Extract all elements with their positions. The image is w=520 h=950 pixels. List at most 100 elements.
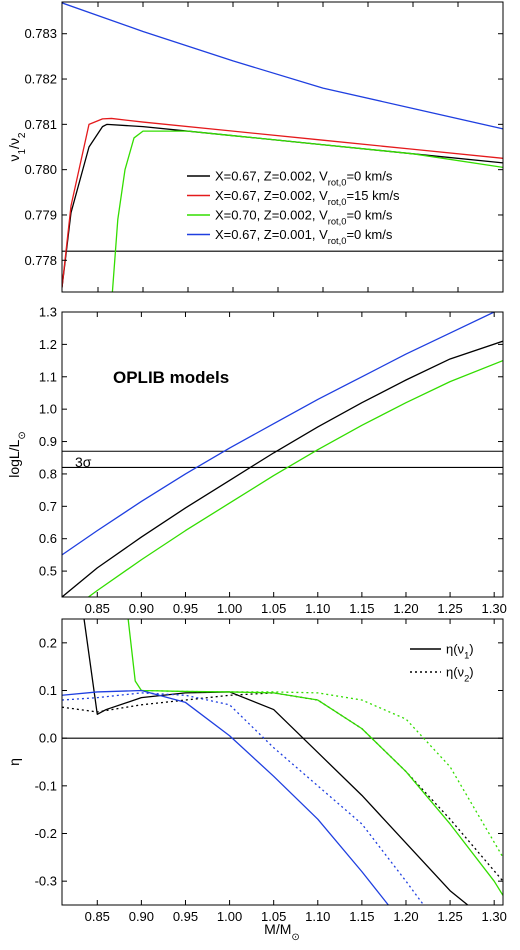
series-group [62,312,503,597]
text-part: 1 [17,149,28,155]
plot-frame [61,1,504,293]
legend-label: η(ν2) [446,665,474,684]
series-line-blue [62,689,389,905]
legend-label: X=0.70, Z=0.002, Vrot,0=0 km/s [215,208,393,227]
x-tick-label: 1.05 [261,909,286,924]
series-line-green-dotted [141,689,503,858]
y-tick-label: -0.1 [35,778,57,793]
y-tick-label: 0.1 [39,683,57,698]
y-tick-label: -0.2 [35,826,57,841]
series-line-blue [62,312,495,556]
series-line-green [111,130,503,292]
panel-1: 0.778 0.779 0.780 0.781 0.782 0.783 ν1/ν2 [6,1,504,293]
x-tick-label: 0.85 [85,909,110,924]
x-tick-label: 1.25 [437,601,462,616]
y-axis-title: ν1/ν2 [6,132,28,162]
text-part: 1 [464,651,469,661]
series-group [62,619,503,905]
text-part: ) [469,665,473,680]
x-tick-label: 1.00 [217,909,242,924]
y-tick-label: -0.3 [35,874,57,889]
text-part: =0 km/s [346,208,392,223]
y-tick-label: 1.2 [39,337,57,352]
y-tick-label: 1.1 [39,369,57,384]
x-tick-label: 1.05 [261,601,286,616]
legend-label: η(ν1) [446,642,474,661]
legend-label: X=0.67, Z=0.001, Vrot,0=0 km/s [215,227,393,246]
legend-label: X=0.67, Z=0.002, Vrot,0=15 km/s [215,188,400,207]
text-part: η(ν [446,665,464,680]
y-tick-label: 0.7 [39,499,57,514]
x-tick-label: 1.15 [349,601,374,616]
x-tick-label: 1.10 [305,601,330,616]
x-tick-label: 1.20 [393,909,418,924]
text-part: ⊙ [291,932,299,943]
y-axis-title: logL/L⊙ [6,431,28,478]
series-line-black [83,619,469,905]
panel-3: -0.3 -0.2 -0.1 0.0 0.1 0.2 0.85 0.90 0.95 1.00 1.0… [6,618,507,924]
y-tick-label: 0.0 [39,731,57,746]
text-part: rot,0 [328,217,347,227]
y-tick-label: 1.3 [39,305,57,320]
text-part: 2 [464,674,469,684]
y-tick-label: 0.5 [39,564,57,579]
series-line-black-dotted [62,692,503,882]
series-line-black [62,123,503,288]
text-part: ν [6,155,22,162]
x-tick-label: 1.30 [482,909,507,924]
y-tick-label: 0.783 [24,26,57,41]
y-tick-label: 0.782 [24,72,57,87]
panel-2: 0.5 0.6 0.7 0.8 0.9 1.0 1.1 1.2 1.3 0.85 0.90 0.95 1… [6,305,507,617]
x-tick-label: 0.95 [173,909,198,924]
text-part: =0 km/s [346,227,392,242]
y-tick-label: 0.8 [39,466,57,481]
text-part: /ν [6,138,22,149]
text-part: 2 [17,132,28,138]
legend-label: X=0.67, Z=0.002, Vrot,0=0 km/s [215,169,393,188]
y-tick-label: 0.780 [24,162,57,177]
y-tick-label: 0.2 [39,635,57,650]
y-tick-label: 0.781 [24,117,57,132]
text-part: M/M [264,921,291,937]
y-axis-title: η [6,758,22,766]
y-tick-label: 1.0 [39,402,57,417]
series-line-red [62,117,503,288]
x-tick-label: 1.10 [305,909,330,924]
series-line-blue-dotted [62,692,425,905]
x-tick-label: 1.00 [217,601,242,616]
series-line-blue [62,2,503,130]
y-tick-label: 0.9 [39,434,57,449]
y-tick-label: 0.778 [24,253,57,268]
annotation-3-sigma: 3σ [75,454,92,470]
text-part: η [6,758,22,766]
text-part: X=0.70, Z=0.002, V [215,208,328,223]
x-axis-title: M/M⊙ [264,921,300,943]
plot-frame [61,311,504,598]
text-part: X=0.67, Z=0.001, V [215,227,328,242]
y-tick-label: 0.6 [39,531,57,546]
x-tick-label: 0.90 [129,601,154,616]
text-part: rot,0 [328,197,347,207]
plot-frame [61,618,504,906]
text-part: rot,0 [328,178,347,188]
text-part: η(ν [446,642,464,657]
series-line-green [127,619,503,896]
text-part: ⊙ [17,431,28,439]
x-tick-label: 1.20 [393,601,418,616]
text-part: X=0.67, Z=0.002, V [215,188,328,203]
x-tick-label: 0.95 [173,601,198,616]
series-line-green [88,359,503,597]
x-tick-label: 1.15 [349,909,374,924]
legend-top-panel: X=0.67, Z=0.002, Vrot,0=0 km/sX=0.67, Z=… [187,169,400,246]
legend-bottom-panel: η(ν1)η(ν2) [410,642,474,684]
text-part: =15 km/s [346,188,400,203]
annotation-oplib-models: OPLIB models [113,368,229,387]
text-part: =0 km/s [346,169,392,184]
x-tick-label: 1.30 [482,601,507,616]
y-tick-label: 0.779 [24,207,57,222]
text-part: X=0.67, Z=0.002, V [215,169,328,184]
x-tick-label: 0.90 [129,909,154,924]
text-part: logL/L [6,439,22,477]
series-line-black [62,340,503,597]
